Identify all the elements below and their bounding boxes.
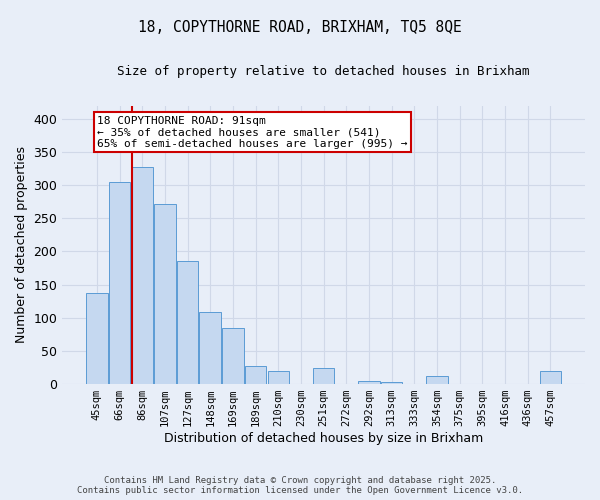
Text: 18 COPYTHORNE ROAD: 91sqm
← 35% of detached houses are smaller (541)
65% of semi: 18 COPYTHORNE ROAD: 91sqm ← 35% of detac… (97, 116, 407, 148)
Bar (381, 382, 403, 384)
Bar (199, 312, 221, 384)
Bar (358, 381, 380, 384)
Bar (86, 292, 107, 384)
Bar (154, 204, 176, 384)
Text: Contains HM Land Registry data © Crown copyright and database right 2025.
Contai: Contains HM Land Registry data © Crown c… (77, 476, 523, 495)
Bar (131, 166, 153, 384)
Bar (109, 182, 130, 384)
Bar (268, 372, 289, 384)
Text: 18, COPYTHORNE ROAD, BRIXHAM, TQ5 8QE: 18, COPYTHORNE ROAD, BRIXHAM, TQ5 8QE (138, 20, 462, 35)
Y-axis label: Number of detached properties: Number of detached properties (15, 146, 28, 344)
Title: Size of property relative to detached houses in Brixham: Size of property relative to detached ho… (118, 65, 530, 78)
Bar (245, 366, 266, 384)
Bar (313, 368, 334, 384)
Bar (177, 262, 199, 384)
Bar (539, 371, 561, 384)
Bar (222, 328, 244, 384)
Bar (426, 376, 448, 384)
X-axis label: Distribution of detached houses by size in Brixham: Distribution of detached houses by size … (164, 432, 483, 445)
